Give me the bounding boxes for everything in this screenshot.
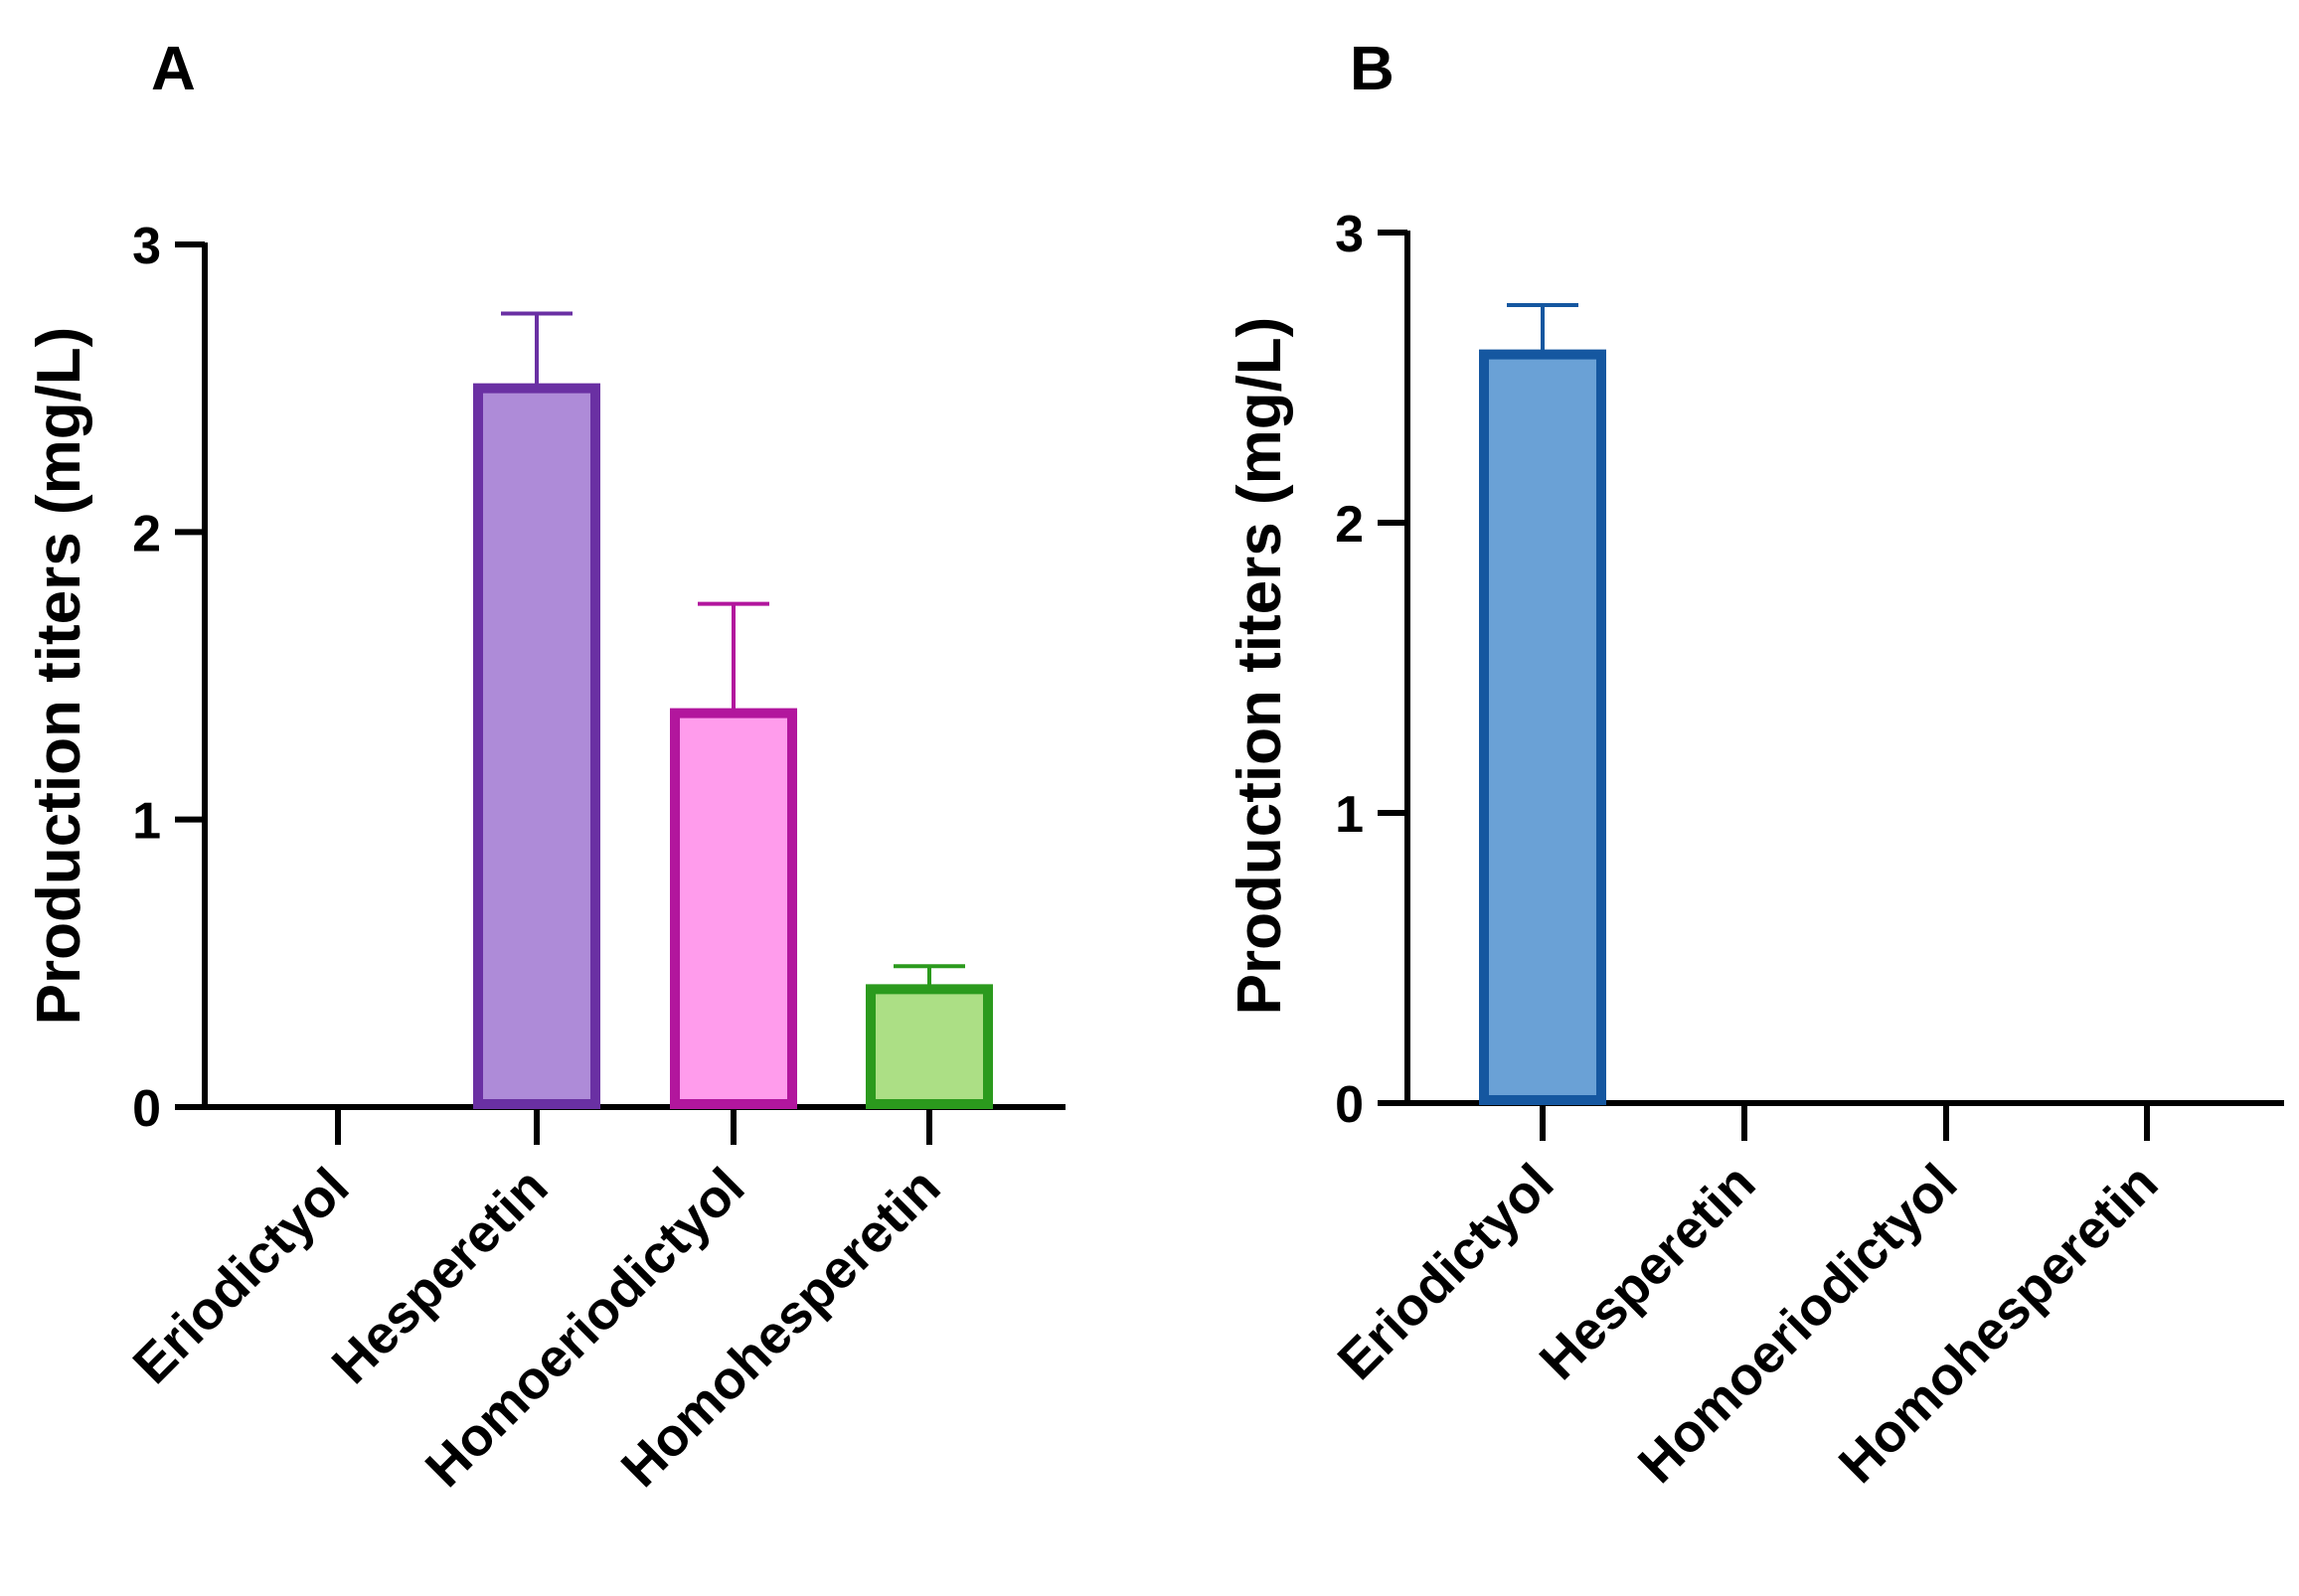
panel-a-labels: EriodictyolHesperetinHomoeriodictyolHomo…	[122, 1157, 952, 1499]
panel-b-labels: EriodictyolHesperetinHomoeriodictyolHomo…	[1327, 1153, 2170, 1495]
panel-a-axes: 0 1 2 3	[132, 218, 1066, 1145]
panel-b-category-label-eriodictyol: Eriodictyol	[1327, 1153, 1565, 1391]
panel-a-bars	[473, 311, 993, 1110]
panel-b-y-tick-label: 2	[1335, 496, 1364, 554]
panel-a-category-label-eriodictyol: Eriodictyol	[122, 1157, 361, 1395]
panel-b-y-tick-label: 3	[1335, 206, 1364, 263]
panel-a-bar-hesperetin	[473, 383, 600, 1109]
panel-a-bar-homoeriodictyol	[670, 708, 797, 1109]
panel-b-letter: B	[1350, 35, 1395, 103]
panel-b-y-tick-label: 1	[1335, 786, 1364, 844]
panel-a-y-tick-label: 1	[132, 793, 161, 851]
panel-b-bars	[1479, 303, 1606, 1105]
panel-a: A Production titers (mg/L) 0 1 2 3 Eriodict…	[25, 35, 1066, 1499]
panel-a-y-tick-label: 2	[132, 505, 161, 562]
panel-a-letter: A	[151, 35, 196, 103]
panel-b: B Production titers (mg/L) 0 1 2 3 Eriodict…	[1226, 35, 2284, 1495]
panel-b-bar-eriodictyol	[1479, 349, 1606, 1105]
panel-b-y-axis-title: Production titers (mg/L)	[1226, 317, 1294, 1016]
panel-b-axes: 0 1 2 3	[1335, 206, 2284, 1141]
panel-a-y-axis-title: Production titers (mg/L)	[25, 327, 93, 1026]
panel-b-y-tick-label: 0	[1335, 1076, 1364, 1134]
panel-a-y-tick-label: 0	[132, 1080, 161, 1138]
panel-a-y-tick-label: 3	[132, 218, 161, 275]
panel-a-bar-homohesperetin	[866, 984, 993, 1110]
